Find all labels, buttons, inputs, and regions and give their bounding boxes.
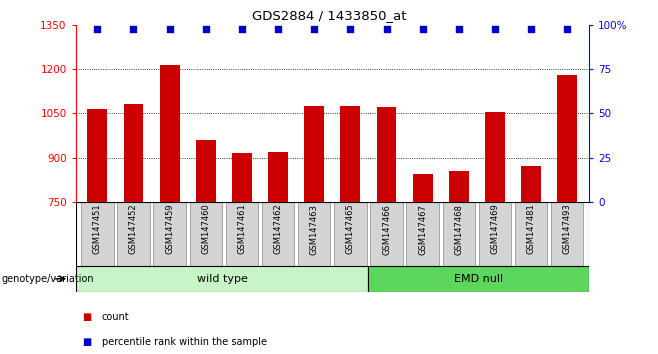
Text: GDS2884 / 1433850_at: GDS2884 / 1433850_at [252,9,406,22]
Bar [81,202,114,266]
Point [345,26,355,32]
Text: GSM147452: GSM147452 [129,204,138,254]
Bar [334,202,367,266]
Point [417,26,428,32]
Text: GSM147467: GSM147467 [418,204,427,255]
Bar [160,65,180,202]
Text: ■: ■ [82,337,91,347]
Point [92,26,103,32]
Bar [515,202,547,266]
Bar [407,202,439,266]
Point [164,26,175,32]
Bar [370,202,403,266]
Bar [304,106,324,202]
Text: GSM147462: GSM147462 [274,204,282,255]
Bar [485,112,505,202]
Text: GSM147460: GSM147460 [201,204,211,255]
Text: wild type: wild type [197,274,247,284]
Bar [153,202,186,266]
Text: GSM147493: GSM147493 [563,204,572,255]
Point [309,26,320,32]
Text: percentile rank within the sample: percentile rank within the sample [102,337,267,347]
Bar [368,266,589,292]
Point [490,26,500,32]
Text: ■: ■ [82,312,91,322]
Bar [443,202,475,266]
Bar [196,140,216,202]
Bar [298,202,330,266]
Bar [521,166,541,202]
Point [237,26,247,32]
Point [526,26,536,32]
Bar [190,202,222,266]
Text: GSM147466: GSM147466 [382,204,391,255]
Text: count: count [102,312,130,322]
Text: genotype/variation: genotype/variation [1,274,94,284]
Bar [88,109,107,202]
Bar [557,75,577,202]
Text: GSM147465: GSM147465 [346,204,355,255]
Bar [268,152,288,202]
Text: GSM147463: GSM147463 [310,204,318,255]
Bar [551,202,584,266]
Point [453,26,464,32]
Text: GSM147451: GSM147451 [93,204,102,254]
Text: GSM147469: GSM147469 [490,204,499,255]
Bar [449,171,468,202]
Text: EMD null: EMD null [454,274,503,284]
Bar [124,104,143,202]
Bar [340,106,361,202]
Bar [226,202,258,266]
Text: GSM147461: GSM147461 [238,204,247,255]
Point [562,26,572,32]
Text: GSM147468: GSM147468 [454,204,463,255]
Point [381,26,392,32]
Point [201,26,211,32]
Bar [376,107,396,202]
Bar [76,266,368,292]
Bar [232,153,252,202]
Point [273,26,284,32]
Bar [413,174,432,202]
Bar [478,202,511,266]
Bar [262,202,294,266]
Bar [117,202,150,266]
Point [128,26,139,32]
Text: GSM147459: GSM147459 [165,204,174,254]
Text: GSM147481: GSM147481 [526,204,536,255]
